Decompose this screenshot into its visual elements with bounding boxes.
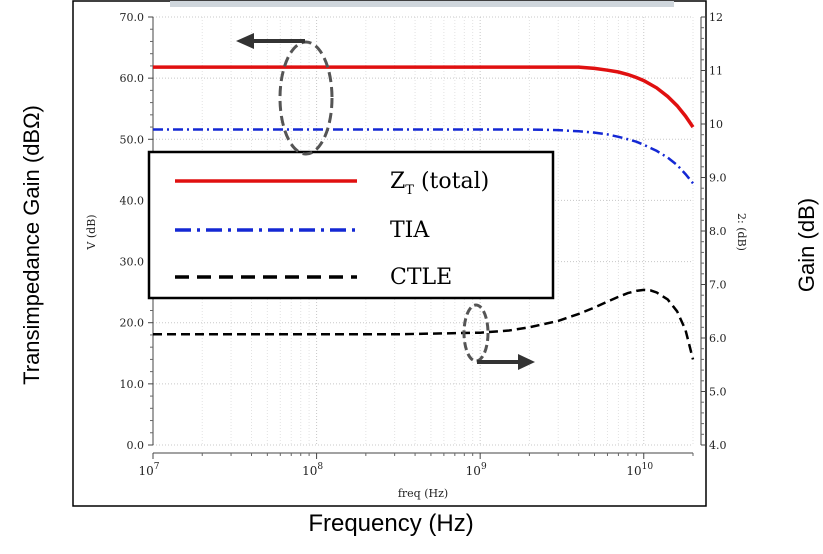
y-right-tick-label: 12 [709,11,723,24]
top-scroll-strip [170,1,674,7]
y-right-tick-label: 7.0 [709,279,727,292]
right-axis-annotation-arrow-head [518,354,535,370]
y-left-tick-label: 10.0 [120,378,145,391]
x-tick-label: 108 [302,462,323,478]
y-left-tick-label: 40.0 [120,194,145,207]
left-axis-annotation-arrow-head [236,33,254,49]
y-left-tick-label: 50.0 [120,133,145,146]
outer-y-axis-label-left: Transimpedance Gain (dBΩ) [19,105,44,385]
y-right-tick-label: 8.0 [709,225,727,238]
y-right-tick-label: 4.0 [709,439,727,452]
x-tick-label: 107 [138,462,159,478]
y-right-tick-label: 5.0 [709,386,727,399]
legend-box [147,150,555,300]
series-line-tia [153,128,694,185]
legend-label-zt: ZT (total) [390,169,489,198]
series-line-ctle [153,288,695,360]
y-right-tick-label: 10 [709,118,723,131]
series-line-zt [153,65,695,129]
y-left-tick-label: 0.0 [127,439,145,452]
x-tick-label: 109 [466,462,487,478]
left-axis-annotation-ellipse [278,40,334,156]
annotations [236,33,535,370]
outer-x-axis-label: Frequency (Hz) [308,510,474,537]
axes: 0.0 10.0 20.0 30.0 40.0 50.0 60.0 70.0 4.0 5.0 6.0… [85,11,748,500]
legend-label-tia: TIA [390,218,430,243]
legend-label-ctle: CTLE [390,265,452,290]
y-right-tick-label: 6.0 [709,332,727,345]
y-left-tick-label: 30.0 [120,256,145,269]
y-left-tick-label: 20.0 [120,317,145,330]
legend: ZT (total) TIA CTLE [147,150,555,300]
y-left-tick-label: 70.0 [120,11,145,24]
inner-y-axis-label-left: V (dB) [85,214,98,250]
y-right-tick-label: 9.0 [709,172,727,185]
right-axis-annotation-ellipse [462,303,490,363]
outer-y-axis-label-right: Gain (dB) [794,197,819,293]
inner-y-axis-label-right: 2: (dB) [735,213,748,251]
y-right-tick-label: 11 [709,65,723,78]
x-tick-label: 1010 [626,462,653,478]
series-lines [153,65,695,360]
y-left-tick-label: 60.0 [120,72,145,85]
inner-x-axis-label: freq (Hz) [398,487,448,500]
